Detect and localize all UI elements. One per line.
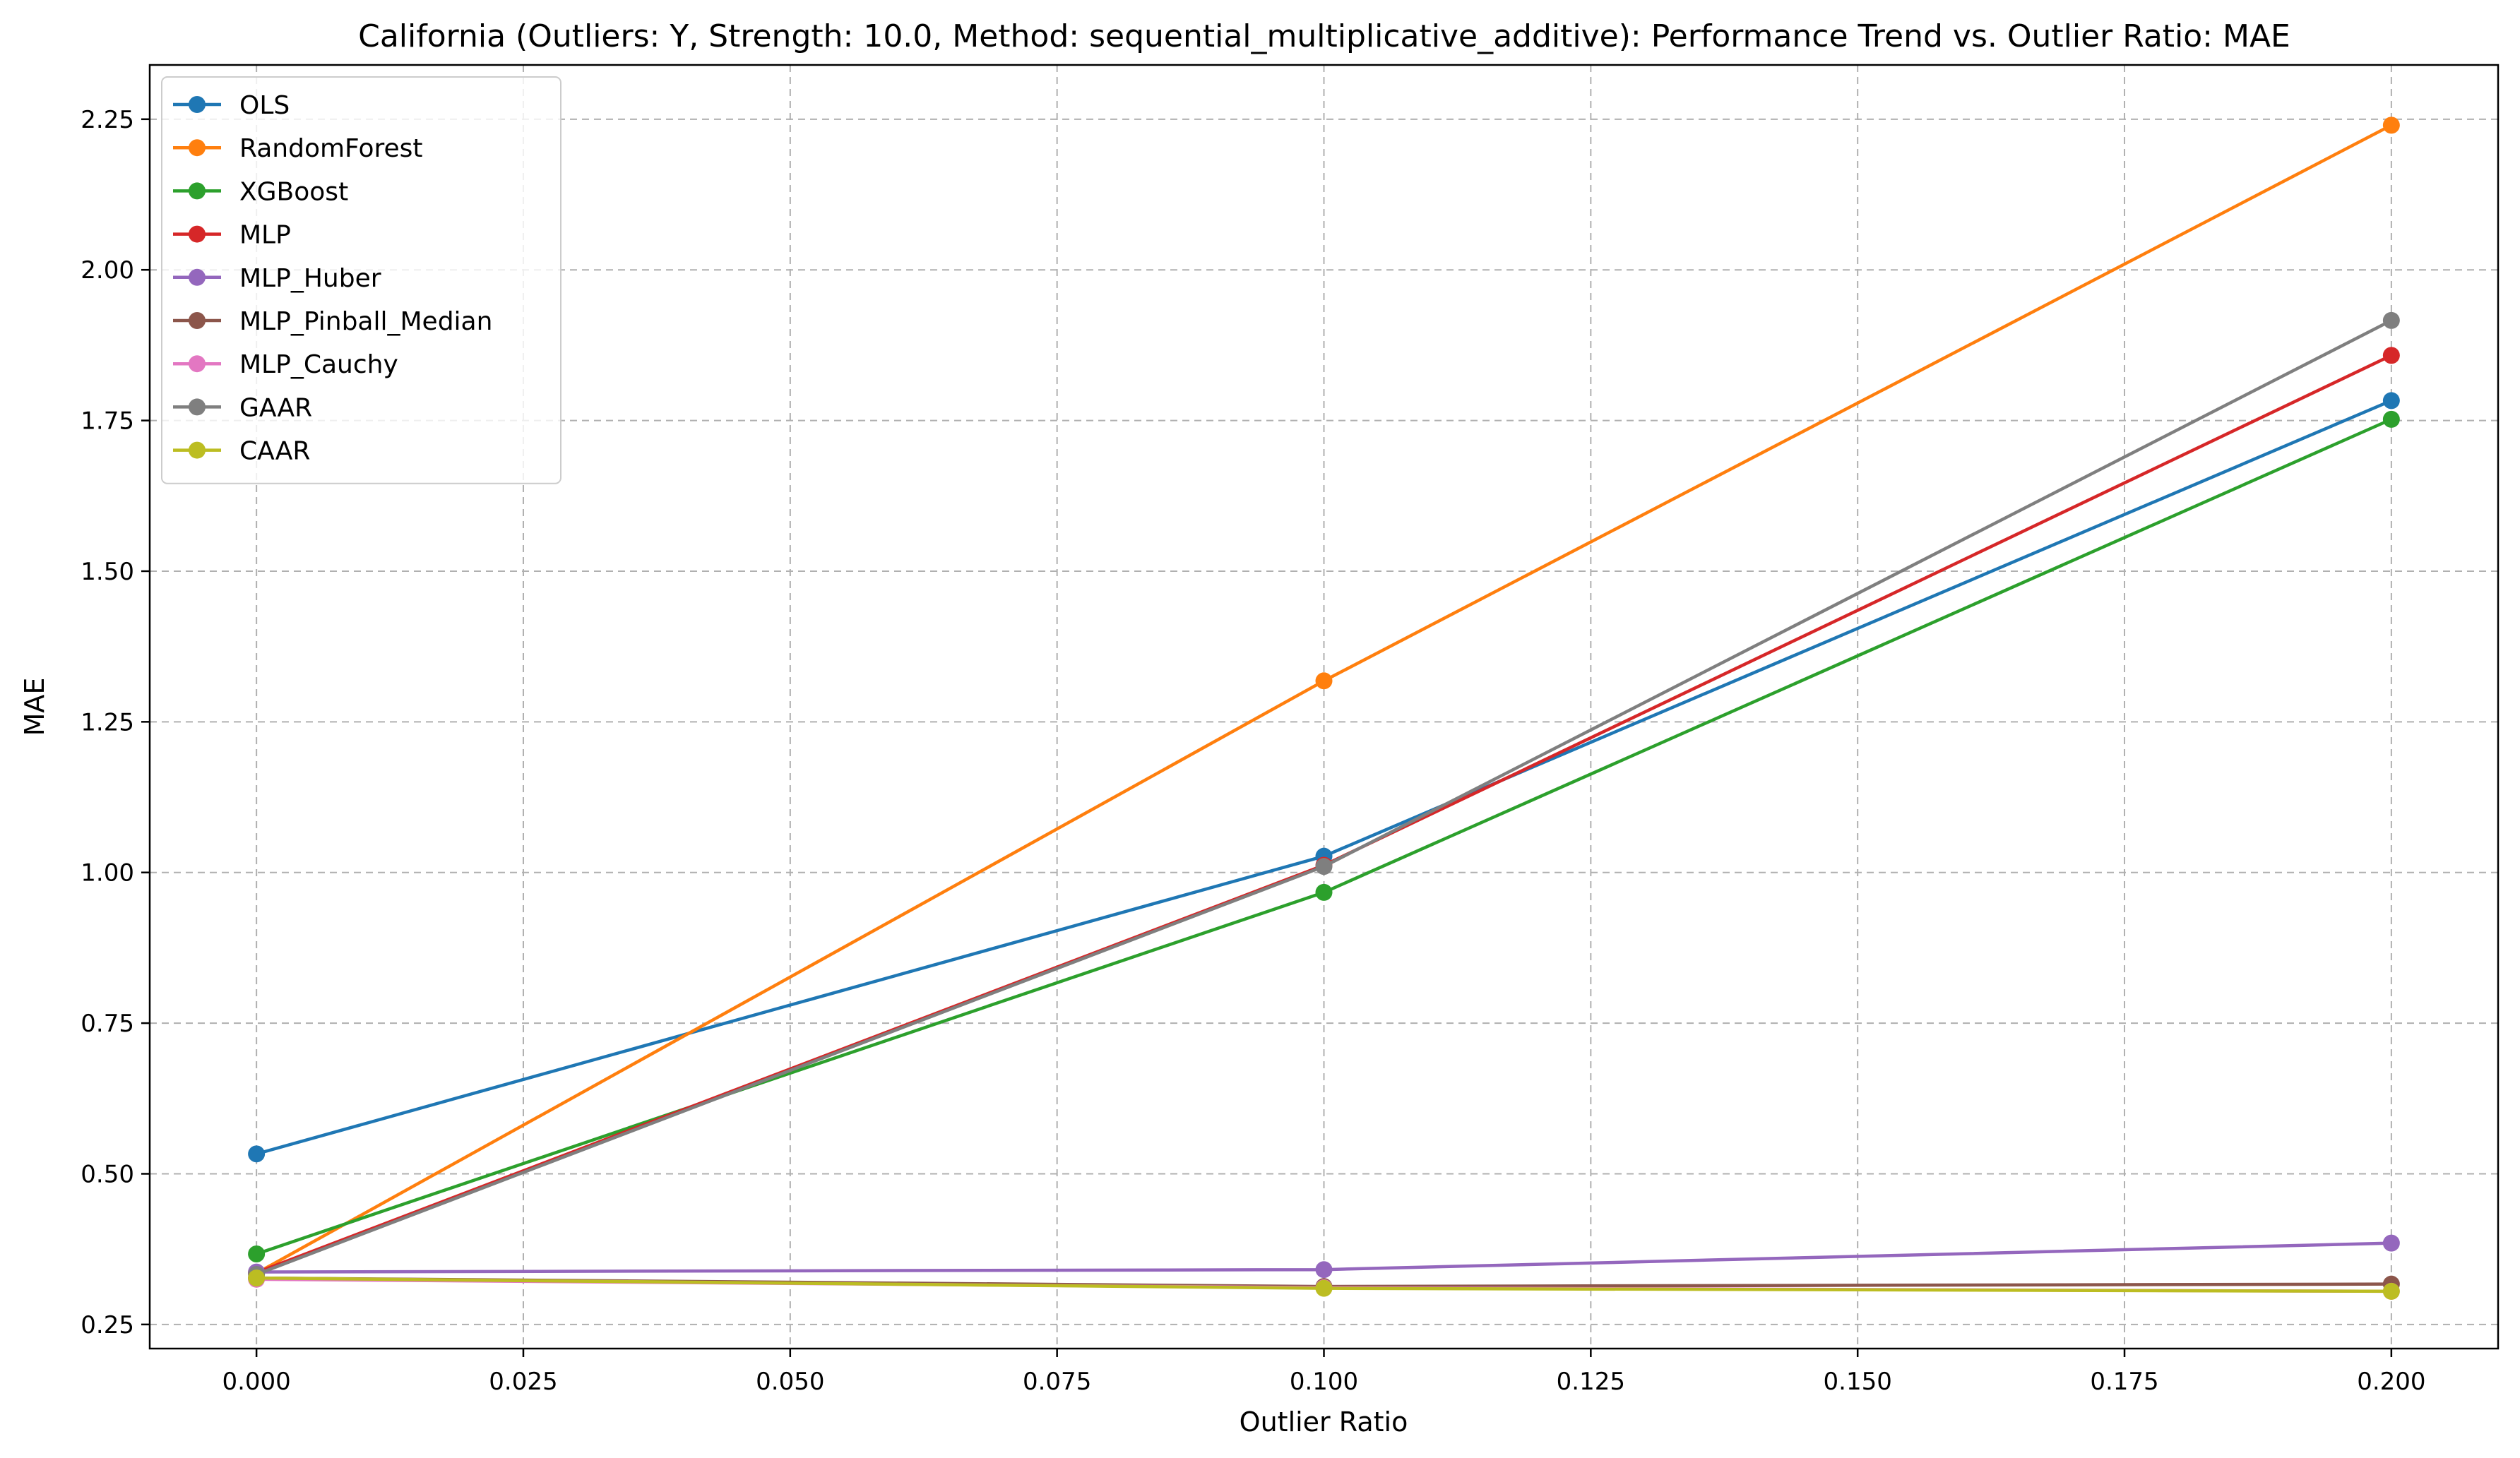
x-tick-label: 0.050 bbox=[756, 1368, 824, 1396]
data-point-caar bbox=[1315, 1279, 1333, 1297]
gridlines bbox=[150, 65, 2498, 1349]
legend-marker bbox=[189, 355, 206, 373]
data-point-randomforest bbox=[1315, 672, 1333, 690]
y-tick-label: 1.25 bbox=[81, 708, 134, 736]
legend-marker bbox=[189, 312, 206, 329]
data-point-ols bbox=[2382, 392, 2400, 410]
legend-marker bbox=[189, 398, 206, 416]
legend-marker bbox=[189, 225, 206, 243]
y-tick-label: 0.25 bbox=[81, 1311, 134, 1339]
legend-box bbox=[161, 76, 561, 484]
legend-marker bbox=[189, 441, 206, 459]
data-point-caar bbox=[2382, 1282, 2400, 1300]
legend-label: MLP bbox=[239, 221, 291, 250]
data-point-mlp-huber bbox=[2382, 1234, 2400, 1252]
data-point-ols bbox=[248, 1145, 266, 1163]
legend-label: CAAR bbox=[239, 437, 310, 466]
data-point-xgboost bbox=[2382, 410, 2400, 428]
series-lines bbox=[248, 116, 2400, 1300]
legend-marker bbox=[189, 182, 206, 200]
y-tick-label: 2.25 bbox=[81, 106, 134, 134]
x-tick-label: 0.175 bbox=[2090, 1368, 2158, 1396]
y-tick-label: 1.00 bbox=[81, 859, 134, 888]
data-point-caar bbox=[248, 1269, 266, 1287]
data-point-mlp-huber bbox=[1315, 1261, 1333, 1279]
x-tick-label: 0.100 bbox=[1290, 1368, 1358, 1396]
data-point-gaar bbox=[2382, 311, 2400, 329]
y-tick-label: 1.50 bbox=[81, 558, 134, 586]
x-axis-label: Outlier Ratio bbox=[1240, 1406, 1408, 1438]
legend-marker bbox=[189, 96, 206, 113]
data-point-randomforest bbox=[2382, 116, 2400, 134]
legend-marker bbox=[189, 268, 206, 286]
y-axis-ticks: 0.25 0.50 0.75 1.00 1.25 1.50 1.75 2.00 2.25 bbox=[81, 106, 150, 1339]
y-tick-label: 2.00 bbox=[81, 256, 134, 285]
y-axis-label: MAE bbox=[19, 678, 50, 736]
legend-marker bbox=[189, 139, 206, 157]
legend-label: MLP_Pinball_Median bbox=[239, 307, 492, 336]
legend-label: XGBoost bbox=[239, 177, 348, 206]
x-axis-ticks: 0.000 0.025 0.050 0.075 0.100 0.125 0.150 0.175… bbox=[222, 1349, 2426, 1396]
x-tick-label: 0.075 bbox=[1023, 1368, 1091, 1396]
x-tick-label: 0.200 bbox=[2357, 1368, 2425, 1396]
legend-label: OLS bbox=[239, 91, 290, 120]
y-tick-label: 0.75 bbox=[81, 1010, 134, 1038]
chart-title: California (Outliers: Y, Strength: 10.0,… bbox=[358, 18, 2290, 54]
y-tick-label: 0.50 bbox=[81, 1160, 134, 1188]
x-tick-label: 0.000 bbox=[222, 1368, 290, 1396]
x-tick-label: 0.125 bbox=[1557, 1368, 1625, 1396]
data-point-mlp bbox=[2382, 347, 2400, 364]
data-point-xgboost bbox=[248, 1245, 266, 1262]
legend: OLS RandomForest XGBoost MLP MLP_Huber MLP_Pi… bbox=[161, 76, 561, 484]
x-tick-label: 0.025 bbox=[489, 1368, 557, 1396]
legend-label: GAAR bbox=[239, 393, 312, 422]
y-tick-label: 1.75 bbox=[81, 407, 134, 436]
legend-label: MLP_Huber bbox=[239, 264, 381, 293]
x-tick-label: 0.150 bbox=[1824, 1368, 1892, 1396]
data-point-gaar bbox=[1315, 858, 1333, 876]
data-point-xgboost bbox=[1315, 883, 1333, 901]
legend-label: MLP_Cauchy bbox=[239, 350, 398, 379]
legend-label: RandomForest bbox=[239, 134, 423, 163]
